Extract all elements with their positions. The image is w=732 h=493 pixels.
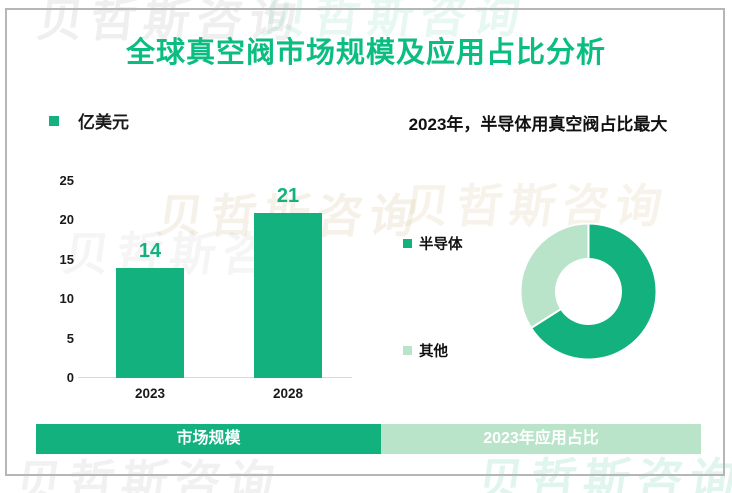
donut-legend-label: 其他 [419, 344, 448, 360]
donut-slice-其他 [520, 223, 590, 330]
donut-legend-item-other: 其他 [403, 340, 448, 361]
unit-label: 亿美元 [78, 113, 129, 132]
y-axis-tick-label: 0 [66, 370, 74, 385]
x-axis-category-label: 2028 [272, 386, 304, 401]
tab-market-size[interactable]: 市场规模 [36, 424, 381, 454]
x-axis-category-label: 2023 [134, 386, 166, 401]
legend-marker-icon [403, 239, 412, 248]
page-title: 全球真空阀市场规模及应用占比分析 [125, 37, 606, 69]
content-frame [5, 8, 725, 476]
donut-slice-半导体 [529, 223, 657, 360]
legend-marker-icon [403, 346, 412, 355]
bar-value-label: 14 [138, 239, 162, 262]
y-axis-tick-label: 5 [66, 330, 74, 346]
bar-2023 [116, 267, 184, 378]
legend-marker-icon [49, 115, 59, 126]
y-axis-tick-label: 20 [59, 212, 74, 228]
donut-legend-item-semiconductor: 半导体 [403, 233, 463, 254]
y-axis-tick-label: 25 [59, 173, 74, 188]
tab-2023-application-share[interactable]: 2023年应用占比 [381, 424, 701, 454]
bar-chart-unit-legend: 亿美元 [49, 108, 129, 133]
y-axis-tick-label: 10 [59, 291, 74, 307]
y-axis-tick-label: 15 [59, 251, 74, 267]
donut-chart [520, 223, 657, 360]
donut-legend-label: 半导体 [419, 237, 463, 253]
bar-value-label: 21 [276, 184, 300, 207]
donut-chart-title: 2023年，半导体用真空阀占比最大 [408, 115, 668, 134]
x-axis-line [78, 377, 352, 378]
bar-2028 [254, 212, 322, 378]
